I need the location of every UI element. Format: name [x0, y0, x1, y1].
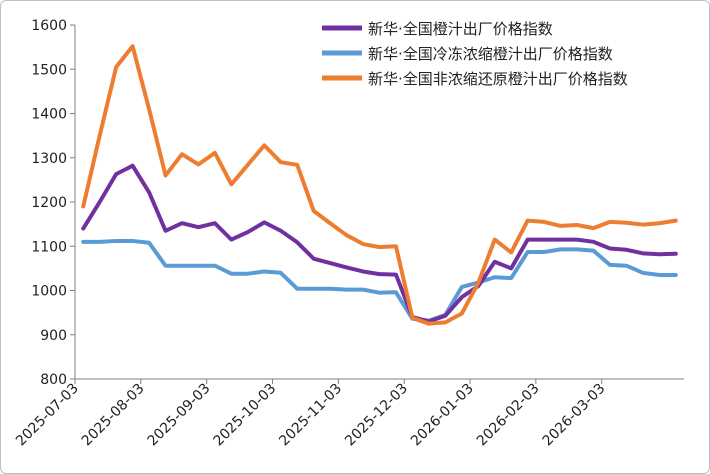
- x-tick-label: 2025-12-03: [342, 381, 411, 450]
- y-tick-label: 800: [40, 372, 67, 388]
- x-tick-label: 2026-03-03: [540, 381, 609, 450]
- y-tick-label: 1400: [31, 107, 67, 123]
- x-tick-label: 2026-01-03: [408, 381, 477, 450]
- x-axis: 2025-07-032025-08-032025-09-032025-10-03…: [13, 378, 684, 450]
- y-tick-label: 1100: [31, 239, 67, 255]
- y-tick-label: 1500: [31, 62, 67, 78]
- x-tick-label: 2026-02-03: [474, 381, 543, 450]
- y-axis: 800 900 1000 1100 1200 1300 1400 1500 1600: [31, 18, 76, 388]
- y-tick-label: 900: [40, 328, 67, 344]
- x-tick-label: 2025-07-03: [13, 381, 82, 450]
- x-tick-label: 2025-10-03: [210, 381, 279, 450]
- x-tick-label: 2025-08-03: [79, 381, 148, 450]
- series-line-1: [81, 238, 678, 323]
- x-tick-label: 2025-09-03: [145, 381, 214, 450]
- legend-label-fcoj: 新华·全国冷冻浓缩橙汁出厂价格指数: [368, 45, 613, 63]
- y-tick-label: 1300: [31, 151, 67, 167]
- y-tick-label: 1000: [31, 284, 67, 300]
- y-tick-label: 1200: [31, 195, 67, 211]
- y-tick-label: 1600: [31, 18, 67, 34]
- series-line-2: [81, 44, 678, 326]
- series-line-0: [81, 163, 678, 324]
- legend-label-orange-juice: 新华·全国橙汁出厂价格指数: [368, 20, 553, 38]
- series-lines: [81, 44, 678, 326]
- legend: 新华·全国橙汁出厂价格指数 新华·全国冷冻浓缩橙汁出厂价格指数 新华·全国非浓缩…: [322, 20, 628, 88]
- x-tick-label: 2025-11-03: [276, 381, 345, 450]
- legend-label-nfc: 新华·全国非浓缩还原橙汁出厂价格指数: [368, 70, 628, 88]
